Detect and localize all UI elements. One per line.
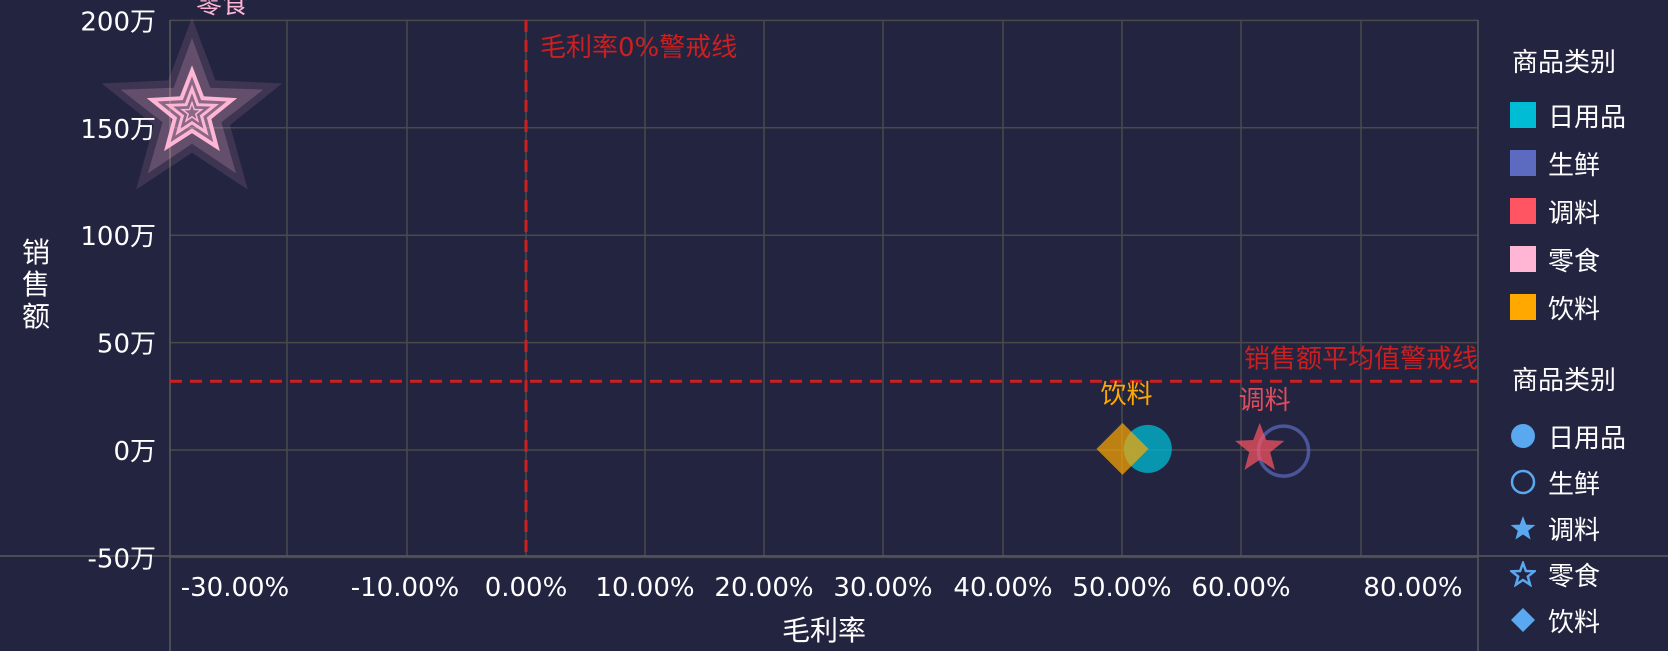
x-tick-label: -10.00%: [351, 573, 460, 603]
legend-swatch: [1510, 246, 1536, 272]
point-饮料: [1096, 422, 1149, 475]
legend-label: 零食: [1548, 561, 1601, 592]
legend-label: 日用品: [1548, 102, 1627, 133]
x-tick-label: 20.00%: [714, 573, 813, 603]
legend-color-item[interactable]: 饮料: [1510, 291, 1601, 325]
legend-color-title: 商品类别: [1512, 48, 1617, 78]
legend-swatch: [1510, 294, 1536, 320]
star-icon: [1510, 515, 1536, 541]
y-tick-label: 200万: [80, 7, 156, 37]
legend-swatch: [1510, 102, 1536, 128]
point-零食-center: [180, 100, 204, 123]
x-tick-label: 30.00%: [833, 573, 932, 603]
ref-label-y: 销售额平均值警戒线: [1244, 344, 1478, 374]
data-label-饮料: 饮料: [1100, 380, 1152, 410]
diamond-icon: [1510, 607, 1536, 633]
x-tick-label: 40.00%: [953, 573, 1052, 603]
x-tick-label: 80.00%: [1363, 573, 1462, 603]
y-tick-label: 0万: [113, 437, 156, 467]
y-tick-label: 150万: [80, 115, 156, 145]
legend-shape-item[interactable]: 饮料: [1510, 604, 1601, 638]
x-tick-label: 10.00%: [595, 573, 694, 603]
x-tick-label: 50.00%: [1072, 573, 1171, 603]
data-label-调料: 调料: [1239, 386, 1291, 416]
y-axis-title: 额: [22, 300, 50, 333]
y-tick-label: -50万: [88, 544, 156, 574]
data-label-零食: 零食: [196, 0, 248, 20]
legend-label: 调料: [1548, 198, 1601, 229]
legend-swatch: [1510, 150, 1536, 176]
legend-label: 饮料: [1548, 294, 1601, 325]
legend-label: 调料: [1548, 515, 1601, 546]
legend-shape-item[interactable]: 生鲜: [1510, 466, 1601, 500]
y-tick-label: 100万: [80, 222, 156, 252]
legend-label: 生鲜: [1548, 469, 1601, 500]
legend-label: 零食: [1548, 246, 1601, 277]
y-axis-title: 售: [22, 268, 50, 301]
y-tick-label: 50万: [97, 330, 156, 360]
grid: [170, 19, 1478, 559]
legend-color-item[interactable]: 零食: [1510, 243, 1601, 277]
legend-label: 日用品: [1548, 423, 1627, 454]
circle-hollow-icon: [1510, 469, 1536, 495]
legend-shape-title: 商品类别: [1512, 366, 1617, 396]
legend-color-item[interactable]: 调料: [1510, 195, 1601, 229]
legend-label: 饮料: [1548, 607, 1601, 638]
ref-label-x: 毛利率0%警戒线: [540, 33, 737, 63]
point-零食-core: [164, 84, 219, 136]
point-调料: [1235, 422, 1285, 470]
legend-shape-item[interactable]: 零食: [1508, 558, 1601, 592]
x-tick-label: 60.00%: [1191, 573, 1290, 603]
y-axis-title: 销: [22, 236, 50, 269]
circle-icon: [1510, 423, 1536, 449]
legend-color-item[interactable]: 生鲜: [1510, 147, 1601, 181]
legend-shape-item[interactable]: 日用品: [1510, 420, 1627, 454]
star-hollow-icon: [1508, 559, 1538, 588]
point-零食: [146, 65, 238, 152]
legend-swatch: [1510, 198, 1536, 224]
legend-shape-item[interactable]: 调料: [1510, 512, 1601, 546]
legend-label: 生鲜: [1548, 150, 1601, 181]
legend-color-item[interactable]: 日用品: [1510, 99, 1627, 133]
x-tick-label: 0.00%: [485, 573, 568, 603]
x-axis-title: 毛利率: [782, 614, 866, 647]
point-零食-halo-inner: [120, 37, 264, 174]
x-tick-label: -30.00%: [181, 573, 290, 603]
